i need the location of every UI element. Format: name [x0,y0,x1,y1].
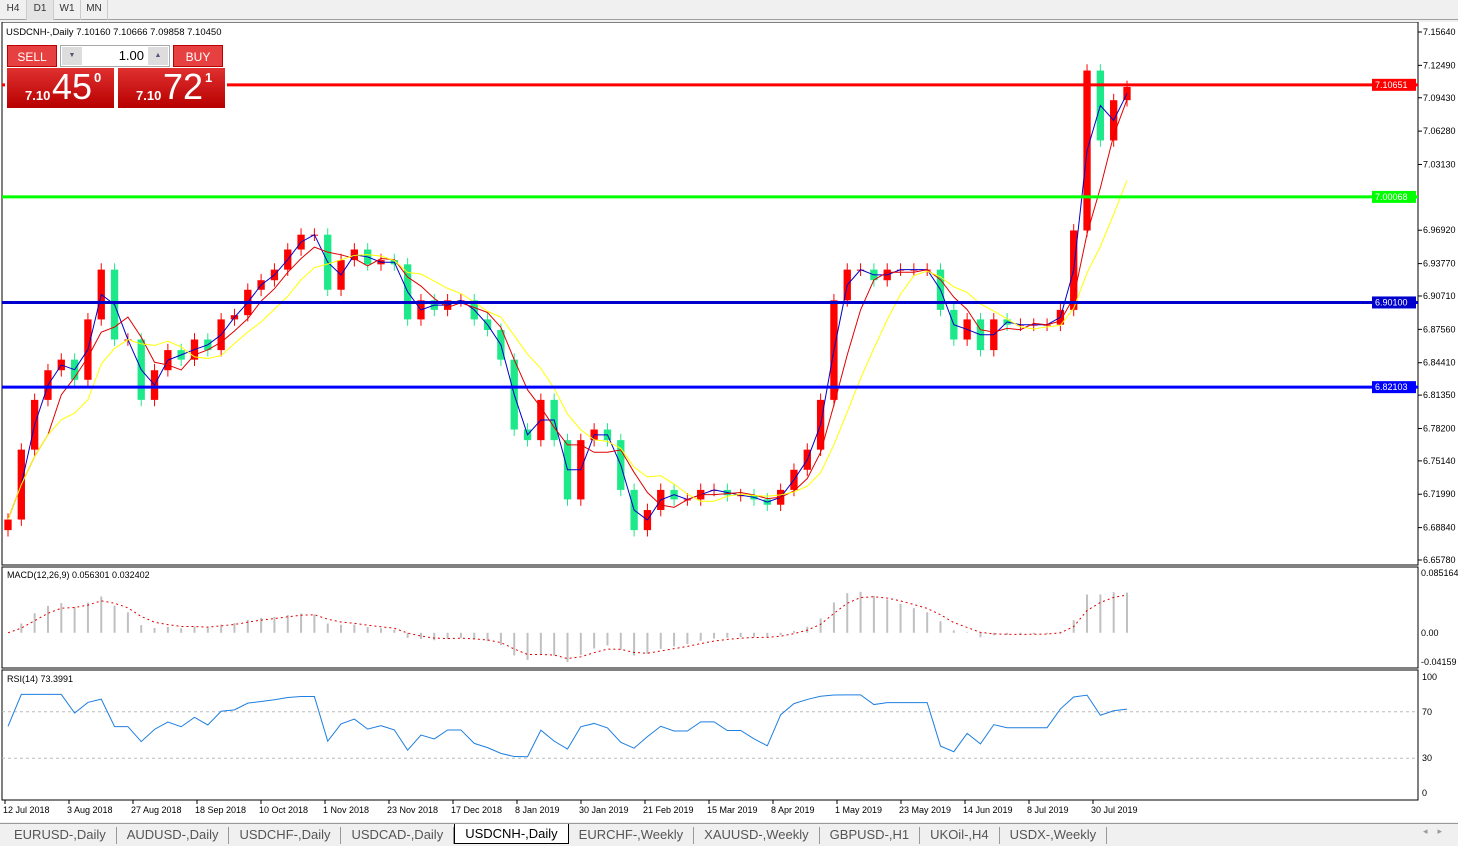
price-line-label-bg [1372,78,1416,91]
sell-price-button[interactable]: 7.10 45 0 [7,66,114,108]
buy-price-button[interactable]: 7.10 72 1 [118,66,225,108]
chart-tab[interactable]: XAUUSD-,Weekly [694,827,820,844]
sell-price-big: 45 [52,66,93,107]
price-line-label-bg [1372,296,1416,309]
price-tick-label: 6.84410 [1423,358,1456,368]
tab-scroll-arrows[interactable]: ◂▸ [1422,826,1452,836]
time-tick-label: 10 Oct 2018 [259,805,308,815]
chart-tab[interactable]: USDX-,Weekly [1000,827,1108,844]
chart-tab[interactable]: AUDUSD-,Daily [117,827,230,844]
rsi-tick-label: 0 [1422,788,1427,798]
price-tick-label: 6.68840 [1423,523,1456,533]
price-tick-label: 7.03130 [1423,159,1456,169]
decrease-lots-icon[interactable]: ▼ [62,47,82,65]
price-tick-label: 7.09430 [1423,93,1456,103]
buy-price-sup: 1 [205,70,213,85]
buy-price-big: 72 [163,66,204,107]
time-tick-label: 23 May 2019 [899,805,951,815]
macd-tick-label: 0.00 [1421,628,1439,638]
time-tick-label: 15 Mar 2019 [707,805,758,815]
price-line-label-bg [1372,381,1416,394]
price-tick-label: 7.12490 [1423,60,1456,70]
rsi-line [7,693,1128,758]
price-line-label: 6.90100 [1375,297,1408,307]
ma-fast-line [7,93,1128,521]
sell-price-small: 7.10 [25,88,51,103]
time-tick-label: 21 Feb 2019 [643,805,694,815]
rsi-tick-label: 30 [1422,753,1432,763]
time-tick-label: 14 Jun 2019 [963,805,1013,815]
chart-canvas[interactable]: 7.15640 7.12490 7.09430 7.06280 7.03130 6.969… [0,22,1458,822]
sell-price-sup: 0 [94,70,102,85]
chart-tab[interactable]: USDCHF-,Daily [229,827,342,844]
lots-input[interactable]: 1.00 [118,48,144,63]
chart-tab[interactable]: EURCHF-,Weekly [569,827,695,844]
rsi-pane [1,669,1419,801]
price-line-label: 7.10651 [1375,80,1408,90]
time-tick-label: 30 Jul 2019 [1091,805,1138,815]
price-line-label: 6.82103 [1375,382,1408,392]
chart-tab[interactable]: EURUSD-,Daily [4,827,117,844]
time-tick-label: 17 Dec 2018 [451,805,502,815]
time-tick-label: 12 Jul 2018 [3,805,50,815]
price-line-label-bg [1372,190,1416,203]
time-tick-label: 18 Sep 2018 [195,805,246,815]
macd-pane [1,566,1419,669]
timeframe-w1[interactable]: W1 [54,0,81,20]
buy-price-small: 7.10 [136,88,162,103]
price-tick-label: 6.93770 [1423,259,1456,269]
price-line-label: 7.00068 [1375,192,1408,202]
candle-body [4,519,12,531]
price-tick-label: 7.06280 [1423,126,1456,136]
price-tick-label: 6.65780 [1423,555,1456,565]
timeframe-d1[interactable]: D1 [27,0,54,20]
chart-window[interactable]: 7.15640 7.12490 7.09430 7.06280 7.03130 6.969… [0,22,1458,822]
macd-tick-label: -0.04159 [1421,657,1457,667]
price-tick-label: 7.15640 [1423,27,1456,37]
buy-button[interactable]: BUY [173,45,223,67]
time-tick-label: 27 Aug 2018 [131,805,182,815]
price-tick-label: 6.78200 [1423,423,1456,433]
time-tick-label: 3 Aug 2018 [67,805,113,815]
time-tick-label: 1 Nov 2018 [323,805,369,815]
ma-slow-line [7,180,1128,520]
timeframe-toolbar: H4 D1 W1 MN [0,0,1458,20]
macd-label: MACD(12,26,9) 0.056301 0.032402 [7,570,150,580]
price-tick-label: 6.87560 [1423,324,1456,334]
one-click-trading-panel: SELL ▼ 1.00 ▲ BUY 7.10 45 0 7.10 72 1 [5,43,227,109]
time-tick-label: 8 Jul 2019 [1027,805,1069,815]
sell-button[interactable]: SELL [7,45,57,67]
price-tick-label: 6.71990 [1423,489,1456,499]
increase-lots-icon[interactable]: ▲ [148,47,168,65]
chart-tab[interactable]: GBPUSD-,H1 [820,827,921,844]
time-tick-label: 8 Jan 2019 [515,805,560,815]
main-pane [1,22,1419,566]
rsi-tick-label: 70 [1422,707,1432,717]
lot-stepper[interactable]: ▼ 1.00 ▲ [60,45,170,67]
price-tick-label: 6.75140 [1423,456,1456,466]
price-tick-label: 6.96920 [1423,225,1456,235]
chart-title: USDCNH-,Daily 7.10160 7.10666 7.09858 7.… [6,27,222,38]
chart-tab[interactable]: USDCNH-,Daily [454,824,569,844]
price-tick-label: 6.81350 [1423,390,1456,400]
chart-tab[interactable]: USDCAD-,Daily [341,827,455,844]
time-tick-label: 8 Apr 2019 [771,805,815,815]
price-tick-label: 6.90710 [1423,291,1456,301]
timeframe-mn[interactable]: MN [81,0,108,20]
timeframe-h4[interactable]: H4 [0,0,27,20]
chart-tabs: EURUSD-,Daily AUDUSD-,Daily USDCHF-,Daily U… [0,823,1458,846]
chart-tab[interactable]: UKOil-,H4 [920,827,1000,844]
time-tick-label: 1 May 2019 [835,805,882,815]
time-tick-label: 23 Nov 2018 [387,805,438,815]
time-tick-label: 30 Jan 2019 [579,805,629,815]
rsi-tick-label: 100 [1422,672,1437,682]
macd-tick-label: 0.085164 [1421,568,1458,578]
ma-mid-line [7,99,1128,520]
rsi-label: RSI(14) 73.3991 [7,674,73,684]
